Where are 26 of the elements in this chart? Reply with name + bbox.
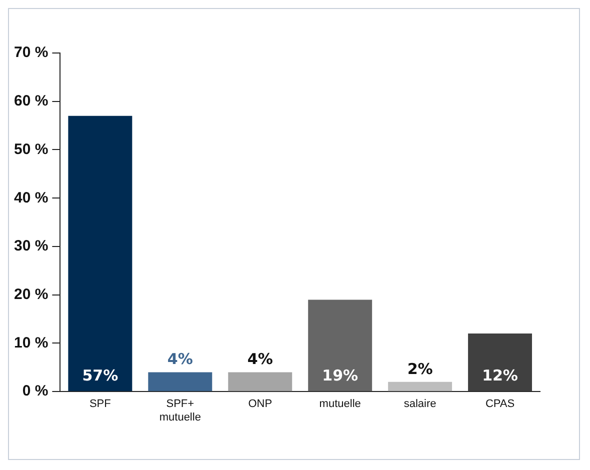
x-tick-label: SPF+ mutuelle bbox=[159, 398, 201, 424]
y-tick-label: 50 % bbox=[14, 140, 48, 158]
bar bbox=[228, 372, 292, 392]
bar bbox=[308, 300, 372, 392]
y-tick-label: 40 % bbox=[14, 189, 48, 206]
data-label: 2% bbox=[407, 360, 433, 378]
data-label: 57% bbox=[82, 366, 118, 384]
x-tick-label: CPAS bbox=[485, 398, 515, 410]
data-label: 4% bbox=[167, 350, 193, 368]
data-label: 12% bbox=[482, 366, 518, 384]
x-tick-label: ONP bbox=[248, 398, 272, 410]
x-tick-label: salaire bbox=[404, 398, 436, 410]
y-tick-label: 10 % bbox=[14, 334, 48, 352]
y-tick-label: 30 % bbox=[14, 238, 48, 255]
y-tick-label: 60 % bbox=[14, 92, 48, 110]
y-tick-label: 0 % bbox=[22, 382, 48, 400]
x-tick-label: SPF bbox=[89, 398, 112, 410]
x-tick-label: mutuelle bbox=[319, 398, 361, 410]
bar bbox=[68, 116, 132, 392]
bar bbox=[148, 372, 212, 392]
y-tick-label: 20 % bbox=[14, 286, 48, 303]
data-label: 19% bbox=[322, 366, 358, 384]
bar bbox=[468, 334, 532, 392]
y-tick-label: 70 % bbox=[14, 44, 48, 62]
data-label: 4% bbox=[247, 350, 273, 368]
bar bbox=[388, 382, 452, 392]
